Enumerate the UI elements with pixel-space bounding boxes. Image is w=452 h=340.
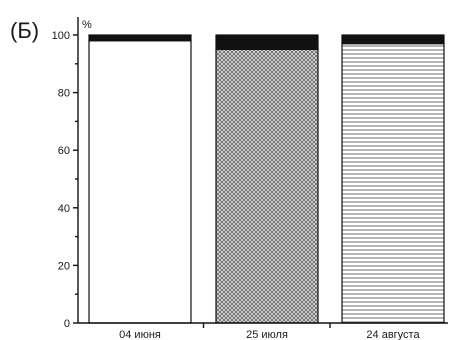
bar-segment-3-horizontal-lines — [341, 43, 445, 324]
y-tick-label: 80 — [58, 88, 70, 100]
bar-segment-1-solid — [88, 34, 192, 42]
x-axis: 04 июня 25 июля 24 августа — [78, 322, 448, 340]
x-tick-label: 04 июня — [119, 329, 161, 340]
y-tick-label: 100 — [52, 30, 70, 42]
y-tick-label: 20 — [58, 260, 70, 272]
bar-segment-3-solid — [341, 34, 445, 45]
y-axis: 0 20 40 60 80 100 — [52, 17, 79, 330]
bar-segment-2-solid — [215, 34, 319, 50]
bars-group — [88, 34, 445, 324]
y-tick-label: 0 — [64, 318, 70, 330]
y-tick-label: 60 — [58, 145, 70, 157]
bar-segment-2-crosshatch — [215, 48, 319, 324]
x-tick-label: 24 августа — [366, 329, 420, 340]
y-axis-unit-label: % — [82, 19, 92, 31]
y-tick-label: 40 — [58, 203, 70, 215]
bar-segment-1-white — [88, 40, 192, 324]
panel-label: (Б) — [10, 18, 39, 43]
x-tick-label: 25 июля — [246, 329, 288, 340]
